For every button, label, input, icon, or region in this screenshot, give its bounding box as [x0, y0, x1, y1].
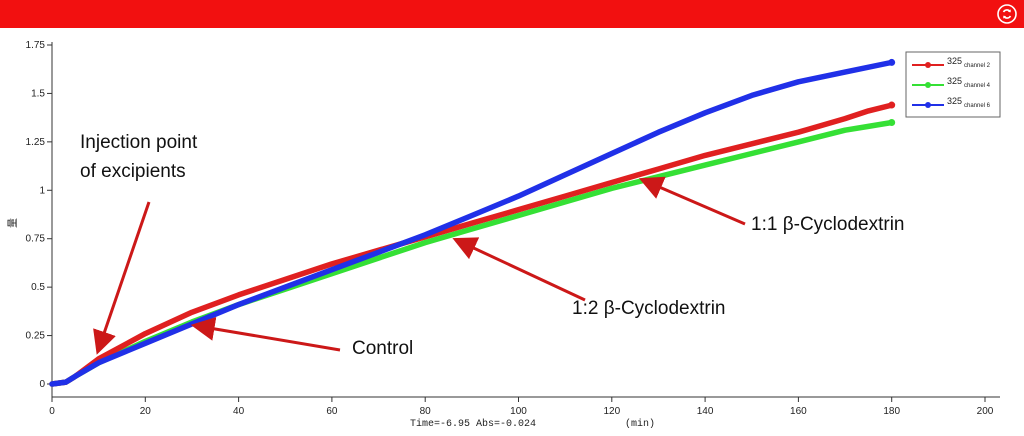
annotation-control: Control	[190, 317, 413, 359]
y-tick-label: 0.75	[26, 234, 46, 245]
legend-label-1: 325	[947, 56, 962, 66]
legend-label-2: 325	[947, 76, 962, 86]
title-bar	[0, 0, 1024, 28]
series-end-point-3	[888, 58, 896, 66]
x-tick-label: 80	[420, 406, 432, 417]
legend-marker-1	[925, 62, 931, 68]
annotation-arrow	[93, 201, 151, 355]
series-end-point-2	[888, 118, 896, 126]
legend: 325 channel 2 325 channel 4 325 channel …	[905, 51, 1001, 118]
x-tick-label: 180	[883, 406, 900, 417]
legend-sublabel-3: channel 6	[964, 103, 991, 109]
y-axis-label: 量	[7, 218, 19, 228]
legend-marker-3	[925, 102, 931, 108]
x-tick-label: 140	[697, 406, 714, 417]
annotation-arrow	[190, 317, 341, 352]
chart-area: 0 20 40 60 80 100 120 140 160 180 200 0 0.25 0.5 0.75 1…	[7, 40, 1001, 430]
annotation-text: Control	[352, 338, 413, 359]
annotation-ratio11: 1:1 β-Cyclodextrin	[638, 176, 904, 235]
legend-label-3: 325	[947, 96, 962, 106]
annotation-arrow	[638, 176, 746, 226]
annotation-text: 1:1 β-Cyclodextrin	[751, 214, 904, 235]
y-tick-label: 1.75	[26, 40, 46, 51]
x-tick-label: 200	[977, 406, 994, 417]
legend-item-2[interactable]: 325 channel 4	[912, 76, 991, 89]
x-tick-label: 20	[140, 406, 152, 417]
legend-sublabel-1: channel 2	[964, 63, 991, 69]
annotation-arrow	[452, 237, 586, 302]
x-tick-label: 0	[49, 406, 55, 417]
x-tick-label: 160	[790, 406, 807, 417]
x-axis-label: (min)	[625, 418, 655, 430]
annotation-text: Injection point	[80, 132, 198, 153]
y-tick-label: 1	[39, 185, 45, 196]
status-readout: Time=-6.95 Abs=-0.024	[410, 418, 536, 430]
series-line-3	[49, 59, 895, 387]
series-end-point-1	[888, 101, 896, 109]
y-tick-label: 0	[39, 379, 45, 390]
legend-marker-2	[925, 82, 931, 88]
y-tick-label: 0.5	[31, 282, 45, 293]
legend-item-1[interactable]: 325 channel 2	[912, 56, 991, 69]
y-tick-label: 1.25	[26, 137, 46, 148]
x-tick-label: 100	[510, 406, 527, 417]
x-tick-label: 40	[233, 406, 245, 417]
y-tick-label: 1.5	[31, 88, 45, 99]
refresh-button[interactable]	[996, 3, 1018, 25]
annotation-text: of excipients	[80, 161, 186, 182]
annotation-ratio12: 1:2 β-Cyclodextrin	[452, 237, 725, 319]
series-line-1	[49, 102, 895, 387]
refresh-icon	[997, 4, 1017, 24]
x-tick-label: 60	[326, 406, 338, 417]
x-tick-label: 120	[603, 406, 620, 417]
legend-sublabel-2: channel 4	[964, 83, 991, 89]
annotation-text: 1:2 β-Cyclodextrin	[572, 298, 725, 319]
legend-item-3[interactable]: 325 channel 6	[912, 96, 991, 109]
annotation-injection: Injection point of excipients	[80, 132, 198, 355]
y-tick-label: 0.25	[26, 331, 46, 342]
